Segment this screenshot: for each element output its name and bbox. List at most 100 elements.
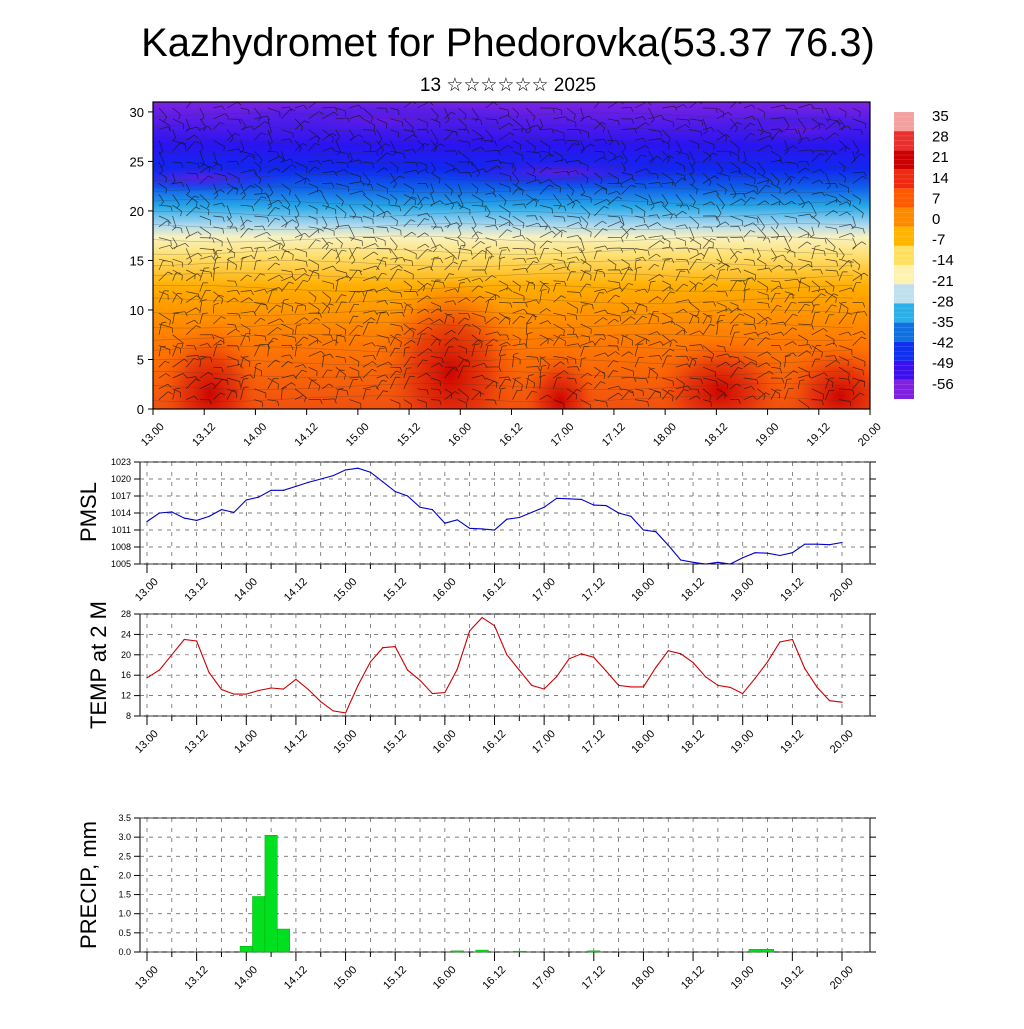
data-point xyxy=(295,678,297,680)
isotherm xyxy=(153,174,854,181)
data-point xyxy=(270,489,272,491)
data-point xyxy=(667,650,669,652)
data-point xyxy=(804,543,806,545)
colorbar-label: -42 xyxy=(932,335,954,352)
data-point xyxy=(630,515,632,518)
data-point xyxy=(444,522,446,524)
y-tick-label: 1020 xyxy=(111,474,131,484)
data-point xyxy=(171,654,173,656)
isotherm xyxy=(153,284,854,292)
y-tick-label: 1014 xyxy=(111,508,131,518)
x-tick-label: 18.00 xyxy=(629,964,657,992)
panel-frame xyxy=(139,817,871,953)
colorbar-swatch xyxy=(894,150,914,170)
colorbar-swatch xyxy=(894,303,914,323)
colorbar-swatch xyxy=(894,265,914,285)
data-point xyxy=(357,467,359,469)
isotherm xyxy=(153,272,854,280)
y-tick-label: 25 xyxy=(130,154,144,169)
data-point xyxy=(369,471,371,473)
isotherm xyxy=(153,297,854,304)
isotherm xyxy=(153,198,854,206)
data-point xyxy=(469,630,471,632)
data-point xyxy=(456,519,458,521)
data-point xyxy=(642,529,645,531)
colorbar-swatch xyxy=(894,379,914,399)
x-tick-label: 13.00 xyxy=(133,576,161,604)
x-tick-label: 18.12 xyxy=(679,728,707,756)
x-tick-label: 19.00 xyxy=(729,728,757,756)
data-point xyxy=(183,638,185,641)
y-axis-label: PRECIP, mm xyxy=(76,821,101,949)
chart-subtitle: 13 ☆☆☆☆☆☆ 2025 xyxy=(420,75,596,96)
precip-bar xyxy=(450,950,464,953)
x-tick-label: 14.00 xyxy=(241,421,269,449)
data-point xyxy=(245,499,247,501)
x-tick-label: 15.12 xyxy=(395,421,423,449)
x-tick-label: 19.12 xyxy=(805,421,833,449)
x-tick-label: 15.12 xyxy=(381,964,409,992)
isotherm xyxy=(153,235,854,243)
data-point xyxy=(804,667,806,670)
data-point xyxy=(543,506,545,508)
y-tick-label: 1011 xyxy=(112,525,131,535)
data-point xyxy=(320,701,322,703)
data-point xyxy=(158,669,161,671)
x-tick-label: 15.00 xyxy=(344,421,372,449)
data-point xyxy=(220,509,223,511)
precip-bar xyxy=(587,950,601,953)
isotherm xyxy=(153,223,854,230)
x-tick-label: 18.12 xyxy=(702,421,730,449)
isotherm xyxy=(153,395,854,403)
data-point xyxy=(754,552,756,554)
x-tick-label: 17.12 xyxy=(580,576,608,604)
colorbar-label: 28 xyxy=(932,129,949,146)
colorbar-label: -56 xyxy=(932,376,954,393)
y-tick-label: 0.0 xyxy=(118,947,131,957)
isotherm xyxy=(153,371,854,378)
data-point xyxy=(717,684,719,687)
colorbar-swatch xyxy=(894,112,914,132)
data-point xyxy=(481,528,483,530)
x-tick-label: 13.00 xyxy=(133,728,161,756)
data-point xyxy=(841,541,843,544)
data-point xyxy=(394,490,396,493)
data-point xyxy=(816,543,818,545)
y-tick-label: 20 xyxy=(121,650,131,660)
colorbar-swatch xyxy=(894,207,914,228)
data-point xyxy=(555,676,558,678)
isotherm xyxy=(153,149,854,157)
colorbar-swatch xyxy=(894,341,914,362)
x-tick-label: 19.12 xyxy=(778,576,806,604)
y-tick-label: 2.0 xyxy=(118,870,131,880)
precip-bar xyxy=(239,946,253,953)
isotherm xyxy=(153,125,854,132)
x-tick-label: 14.12 xyxy=(282,576,310,604)
data-point xyxy=(518,669,520,671)
data-point xyxy=(568,658,570,660)
colorbar-label: 21 xyxy=(932,149,949,166)
x-tick-label: 17.00 xyxy=(549,421,577,449)
data-point xyxy=(369,661,371,663)
data-point xyxy=(828,700,831,702)
chart-title: Kazhydromet for Phedorovka(53.37 76.3) xyxy=(141,21,875,65)
colorbar-swatches xyxy=(894,112,914,399)
y-tick-label: 16 xyxy=(121,670,131,680)
x-tick-label: 13.12 xyxy=(183,728,211,756)
data-point xyxy=(717,561,719,563)
data-point xyxy=(506,518,508,520)
x-tick-label: 16.12 xyxy=(480,728,508,756)
x-tick-label: 14.00 xyxy=(232,728,260,756)
y-tick-label: 0 xyxy=(137,402,144,417)
y-tick-label: 1023 xyxy=(111,457,131,467)
x-tick-label: 16.12 xyxy=(497,421,525,449)
x-tick-label: 19.12 xyxy=(778,964,806,992)
data-point xyxy=(791,638,793,641)
colorbar-swatch xyxy=(894,245,914,266)
data-point xyxy=(729,686,731,689)
data-point xyxy=(531,511,533,514)
pmsl-panel: 1005 1008 1011 1014 1017 1020 1023 13.00 13.12 14… xyxy=(76,457,876,604)
x-tick-label: 14.12 xyxy=(282,728,310,756)
data-point xyxy=(419,506,421,508)
colorbar-swatch xyxy=(894,226,914,247)
